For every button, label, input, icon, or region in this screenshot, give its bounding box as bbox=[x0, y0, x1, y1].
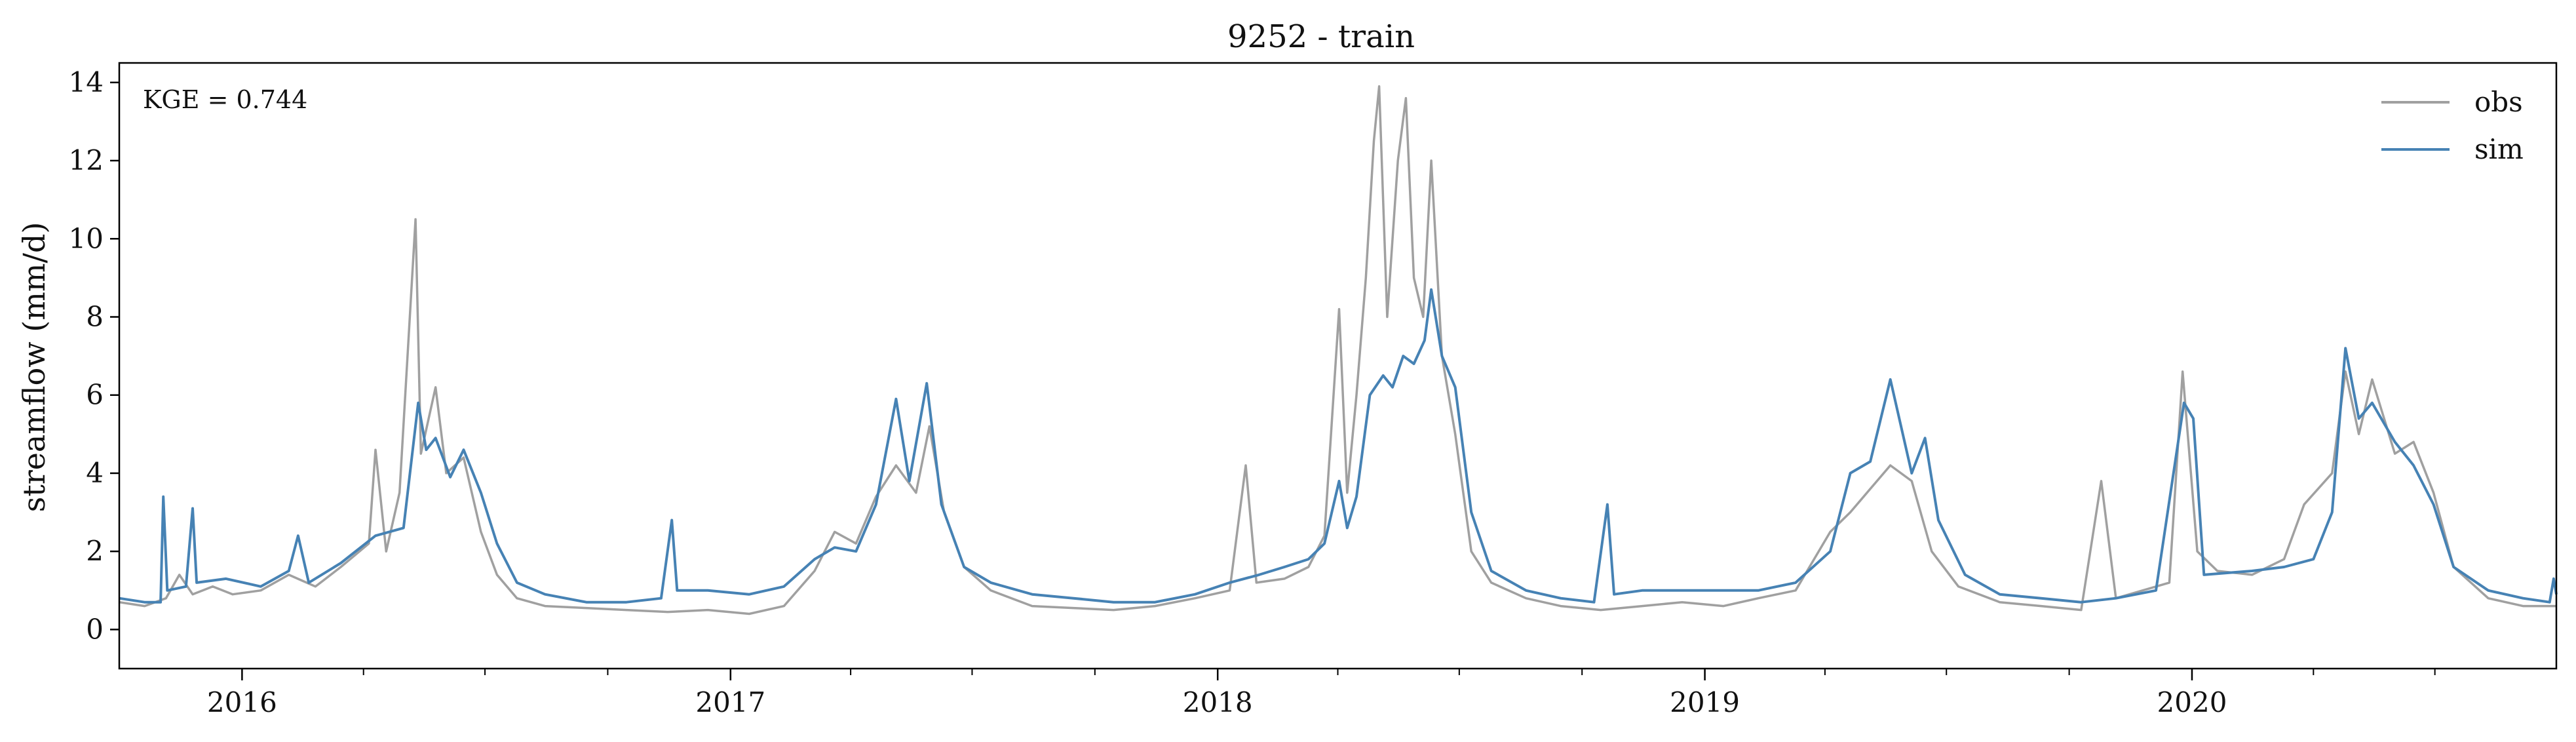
y-tick-label: 10 bbox=[69, 222, 104, 254]
legend-label-sim: sim bbox=[2474, 133, 2524, 165]
series-layer bbox=[119, 85, 2558, 615]
legend: obs sim bbox=[2381, 86, 2524, 165]
y-axis: 0 2 4 6 8 10 12 14 bbox=[69, 66, 119, 645]
x-tick-label: 2017 bbox=[695, 686, 765, 718]
chart-title: 9252 - train bbox=[1227, 18, 1415, 55]
x-tick-label: 2018 bbox=[1183, 686, 1253, 718]
plot-area bbox=[118, 62, 2558, 670]
y-tick-label: 4 bbox=[86, 457, 104, 489]
y-tick-label: 8 bbox=[86, 300, 104, 332]
x-tick-label: 2016 bbox=[207, 686, 277, 718]
series-line-obs bbox=[119, 85, 2556, 615]
y-tick-label: 6 bbox=[86, 379, 104, 411]
y-axis-label: streamflow (mm/d) bbox=[16, 222, 52, 513]
y-tick-label: 12 bbox=[69, 144, 104, 176]
legend-label-obs: obs bbox=[2474, 86, 2523, 118]
y-tick-label: 14 bbox=[69, 66, 104, 98]
kge-annotation: KGE = 0.744 bbox=[143, 85, 307, 114]
series-line-sim bbox=[119, 288, 2558, 604]
y-tick-label: 2 bbox=[86, 535, 104, 567]
x-tick-label: 2019 bbox=[1670, 686, 1740, 718]
x-axis: 2016 2017 2018 2019 2020 bbox=[207, 669, 2436, 718]
x-tick-label: 2020 bbox=[2157, 686, 2227, 718]
y-tick-label: 0 bbox=[86, 613, 104, 645]
plot-frame bbox=[118, 62, 2558, 670]
